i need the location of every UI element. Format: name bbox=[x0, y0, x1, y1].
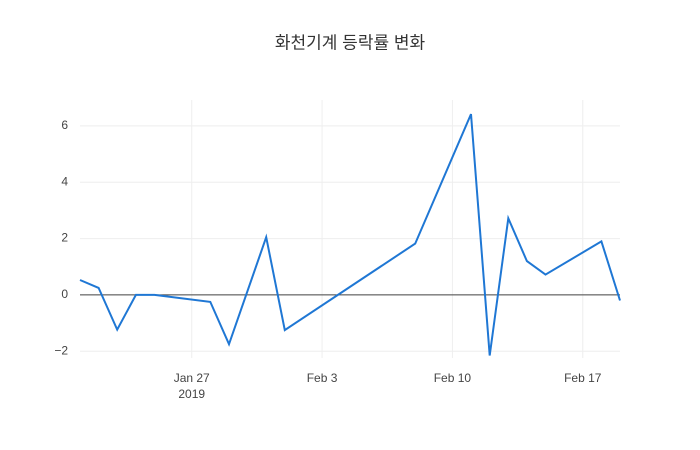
y-tick-label: 4 bbox=[61, 174, 68, 188]
y-tick-label: 2 bbox=[61, 231, 68, 245]
x-tick-year: 2019 bbox=[178, 387, 205, 401]
x-tick-label: Feb 3 bbox=[307, 371, 338, 385]
chart-title: 화천기계 등락률 변화 bbox=[275, 33, 426, 52]
line bbox=[79, 113, 621, 356]
y-tick-label: 0 bbox=[61, 287, 68, 301]
y-tick-label: 6 bbox=[61, 118, 68, 132]
x-tick-label: Jan 27 bbox=[174, 371, 210, 385]
x-tick-label: Feb 17 bbox=[564, 371, 602, 385]
x-tick-label: Feb 10 bbox=[434, 371, 472, 385]
y-tick-label: −2 bbox=[54, 343, 68, 357]
